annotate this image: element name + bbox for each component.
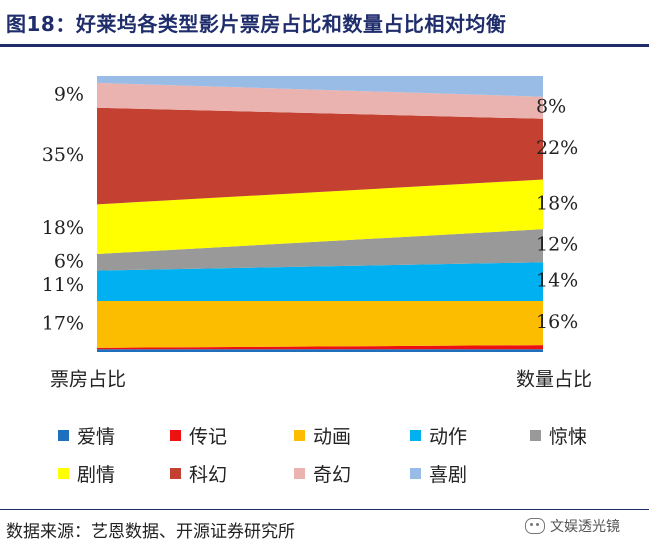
legend-item-drama: 剧情 (58, 460, 115, 487)
legend-label: 动画 (313, 426, 352, 448)
chart-title: 图18：好莱坞各类型影片票房占比和数量占比相对均衡 (6, 12, 507, 36)
data-label-left-1: 11% (42, 274, 84, 296)
area-band-6 (97, 107, 543, 205)
area-band-7 (97, 82, 543, 119)
legend-item-animation: 动画 (294, 422, 351, 449)
data-label-right-5: 8% (536, 96, 566, 118)
legend-label: 传记 (189, 426, 228, 448)
legend-swatch (294, 468, 305, 479)
legend-item-thriller: 惊悚 (530, 422, 587, 449)
title-divider (0, 44, 649, 47)
data-label-left-2: 6% (54, 250, 84, 272)
wechat-icon (525, 518, 545, 534)
legend-label: 科幻 (189, 464, 228, 486)
legend-swatch (58, 468, 69, 479)
source-note: 数据来源：艺恩数据、开源证券研究所 (6, 522, 295, 542)
watermark: 文娱透光镜 (525, 516, 620, 536)
data-label-left-0: 17% (42, 312, 84, 334)
legend-swatch (170, 468, 181, 479)
area-band-2 (97, 300, 543, 348)
area-band-3 (97, 262, 543, 301)
legend-swatch (410, 430, 421, 441)
title-bar: 图18：好莱坞各类型影片票房占比和数量占比相对均衡 (0, 0, 649, 50)
legend-swatch (410, 468, 421, 479)
legend-swatch (170, 430, 181, 441)
legend-item-comedy: 喜剧 (410, 460, 467, 487)
legend-label: 剧情 (77, 464, 116, 486)
area-band-5 (97, 179, 543, 255)
legend-label: 动作 (429, 426, 468, 448)
footer-divider (0, 509, 649, 510)
legend-swatch (530, 430, 541, 441)
area-band-0 (97, 349, 543, 352)
data-label-left-4: 35% (42, 144, 84, 166)
legend-label: 爱情 (77, 426, 116, 448)
x-category-label-1: 数量占比 (516, 369, 592, 391)
stacked-area-chart: 17% 11%6% 18% 35% 9% 16% 14% 12% 18% 22% 8% 票房占比 数量占… (42, 76, 592, 391)
legend-label: 惊悚 (549, 426, 588, 448)
area-band-1 (97, 345, 543, 350)
data-label-right-0: 16% (536, 311, 578, 333)
data-label-right-3: 18% (536, 192, 578, 214)
legend-swatch (58, 430, 69, 441)
legend-swatch (294, 430, 305, 441)
area-band-8 (97, 76, 543, 97)
legend-label: 喜剧 (429, 464, 468, 486)
legend-item-romance: 爱情 (58, 422, 115, 449)
watermark-text: 文娱透光镜 (550, 519, 620, 535)
legend-item-fantasy: 奇幻 (294, 460, 351, 487)
x-category-label-0: 票房占比 (50, 369, 126, 391)
legend-label: 奇幻 (313, 464, 352, 486)
legend-item-action: 动作 (410, 422, 467, 449)
legend-item-scifi: 科幻 (170, 460, 227, 487)
area-band-4 (97, 229, 543, 271)
data-label-left-5: 9% (54, 83, 84, 105)
data-label-right-4: 22% (536, 137, 578, 159)
data-label-left-3: 18% (42, 217, 84, 239)
legend-item-biography: 传记 (170, 422, 227, 449)
data-label-right-2: 12% (536, 234, 578, 256)
data-label-right-1: 14% (536, 270, 578, 292)
